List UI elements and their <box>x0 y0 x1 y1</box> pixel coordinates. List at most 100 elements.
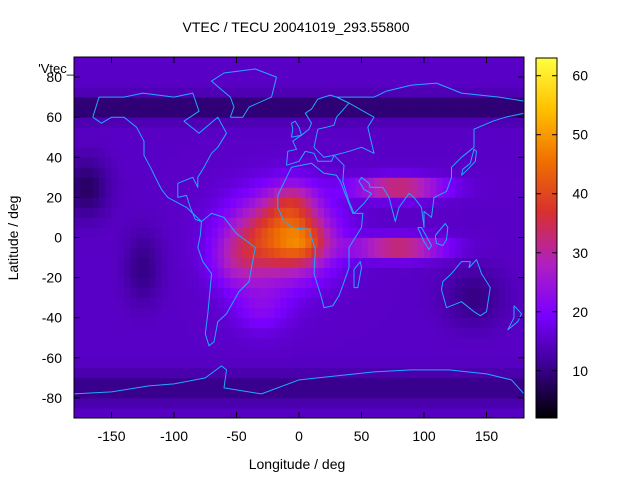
heatmap-cell <box>474 167 481 178</box>
heatmap-cell <box>449 247 456 258</box>
heatmap-cell <box>299 277 306 289</box>
heatmap-cell <box>436 167 444 178</box>
heatmap-cell <box>311 167 319 178</box>
heatmap-cell <box>236 197 244 208</box>
heatmap-cell <box>236 307 244 319</box>
heatmap-cell <box>167 397 175 409</box>
heatmap-cell <box>74 327 81 339</box>
heatmap-cell <box>280 157 287 168</box>
heatmap-cell <box>142 107 150 118</box>
heatmap-cell <box>274 327 281 339</box>
heatmap-cell <box>180 207 187 218</box>
heatmap-cell <box>242 267 250 279</box>
heatmap-cell <box>311 87 319 98</box>
heatmap-cell <box>111 387 119 399</box>
heatmap-cell <box>136 297 144 309</box>
heatmap-cell <box>99 317 106 329</box>
heatmap-cell <box>142 327 150 339</box>
heatmap-cell <box>424 407 431 419</box>
heatmap-cell <box>305 127 312 138</box>
heatmap-cell <box>374 227 381 238</box>
heatmap-cell <box>505 357 512 369</box>
heatmap-cell <box>292 277 300 289</box>
heatmap-cell <box>224 147 231 158</box>
heatmap-cell <box>336 197 344 208</box>
heatmap-cell <box>367 407 375 419</box>
heatmap-cell <box>505 197 512 208</box>
heatmap-cell <box>474 137 481 148</box>
heatmap-cell <box>499 187 506 198</box>
heatmap-cell <box>480 347 487 359</box>
heatmap-cell <box>167 207 175 218</box>
heatmap-cell <box>130 357 137 369</box>
heatmap-cell <box>211 177 219 188</box>
heatmap-cell <box>211 267 219 279</box>
heatmap-cell <box>511 217 519 228</box>
heatmap-cell <box>249 237 256 248</box>
heatmap-cell <box>317 387 325 399</box>
heatmap-cell <box>492 227 500 238</box>
heatmap-cell <box>149 377 156 389</box>
heatmap-cell <box>255 77 262 88</box>
heatmap-cell <box>217 127 225 138</box>
heatmap-cell <box>324 87 331 98</box>
heatmap-cell <box>299 187 306 198</box>
heatmap-cell <box>442 87 450 98</box>
heatmap-cell <box>461 357 469 369</box>
heatmap-cell <box>330 87 337 98</box>
heatmap-cell <box>299 137 306 148</box>
heatmap-cell <box>367 357 375 369</box>
heatmap-cell <box>392 297 400 309</box>
heatmap-cell <box>399 387 406 399</box>
heatmap-cell <box>430 107 437 118</box>
heatmap-cell <box>105 307 112 319</box>
heatmap-cell <box>411 87 419 98</box>
heatmap-cell <box>211 407 219 419</box>
heatmap-cell <box>92 67 100 78</box>
heatmap-cell <box>211 227 219 238</box>
heatmap-cell <box>167 247 175 258</box>
heatmap-cell <box>461 117 469 128</box>
heatmap-cell <box>161 197 169 208</box>
heatmap-cell <box>111 177 119 188</box>
heatmap-cell <box>430 217 437 228</box>
heatmap-cell <box>111 147 119 158</box>
heatmap-cell <box>492 167 500 178</box>
heatmap-cell <box>380 137 387 148</box>
heatmap-cell <box>424 147 431 158</box>
heatmap-cell <box>224 237 231 248</box>
heatmap-cell <box>355 147 362 158</box>
heatmap-cell <box>449 107 456 118</box>
heatmap-cell <box>249 367 256 379</box>
heatmap-cell <box>130 397 137 409</box>
heatmap-cell <box>311 177 319 188</box>
heatmap-cell <box>467 237 475 248</box>
heatmap-cell <box>299 327 306 339</box>
heatmap-cell <box>511 297 519 309</box>
heatmap-cell <box>342 257 350 268</box>
heatmap-cell <box>467 377 475 389</box>
heatmap-cell <box>355 237 362 248</box>
heatmap-cell <box>192 217 200 228</box>
heatmap-cell <box>380 387 387 399</box>
chart-title: VTEC / TECU 20041019_293.55800 <box>182 19 409 35</box>
heatmap-cell <box>255 217 262 228</box>
heatmap-cell <box>217 87 225 98</box>
heatmap-cell <box>99 287 106 299</box>
heatmap-cell <box>474 377 481 389</box>
heatmap-cell <box>324 377 331 389</box>
heatmap-cell <box>311 317 319 329</box>
heatmap-cell <box>205 247 212 258</box>
heatmap-cell <box>455 127 462 138</box>
heatmap-cell <box>305 277 312 289</box>
heatmap-cell <box>117 67 125 78</box>
heatmap-cell <box>136 77 144 88</box>
heatmap-cell <box>461 337 469 349</box>
heatmap-cell <box>424 307 431 319</box>
heatmap-cell <box>86 107 94 118</box>
heatmap-cell <box>505 207 512 218</box>
heatmap-cell <box>330 387 337 399</box>
heatmap-cell <box>111 297 119 309</box>
heatmap-cell <box>74 267 81 279</box>
heatmap-cell <box>224 247 231 258</box>
